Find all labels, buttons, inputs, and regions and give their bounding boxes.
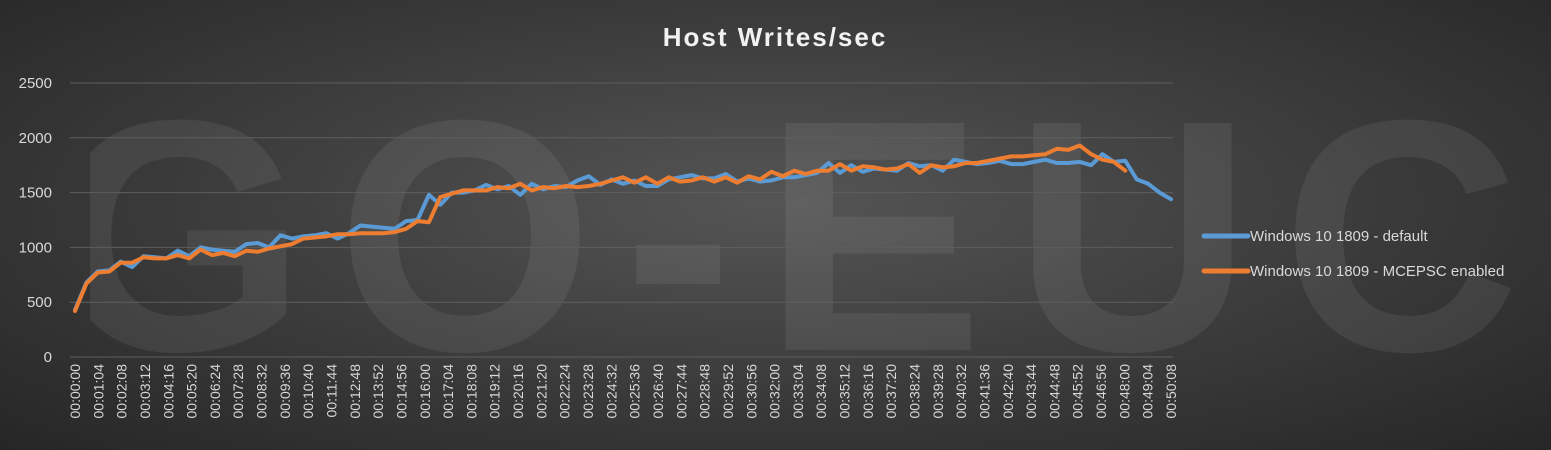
x-tick-label: 00:02:08 [114, 364, 130, 419]
y-tick-label: 2000 [19, 130, 52, 147]
x-tick-label: 00:06:24 [207, 364, 223, 419]
x-tick-label: 00:48:00 [1116, 364, 1132, 419]
x-tick-label: 00:03:12 [137, 364, 153, 419]
x-tick-label: 00:07:28 [230, 364, 246, 419]
y-tick-label: 2500 [19, 75, 52, 92]
x-tick-label: 00:46:56 [1093, 364, 1109, 419]
x-tick-label: 00:21:20 [533, 364, 549, 419]
x-tick-label: 00:49:04 [1140, 364, 1156, 419]
gridlines [70, 82, 1173, 358]
x-tick-label: 00:09:36 [277, 364, 293, 419]
x-tick-label: 00:38:24 [906, 364, 922, 419]
x-tick-label: 00:25:36 [627, 364, 643, 419]
x-tick-label: 00:05:20 [184, 364, 200, 419]
x-tick-label: 00:20:16 [510, 364, 526, 419]
series-line-mcepsc [73, 143, 1128, 313]
x-tick-label: 00:43:44 [1023, 364, 1039, 419]
y-tick-label: 1500 [19, 185, 52, 202]
x-tick-label: 00:16:00 [417, 364, 433, 419]
x-tick-label: 00:29:52 [720, 364, 736, 419]
x-tick-label: 00:36:16 [860, 364, 876, 419]
legend-label: Windows 10 1809 - MCEPSC enabled [1250, 263, 1504, 280]
x-tick-label: 00:13:52 [370, 364, 386, 419]
x-tick-label: 00:44:48 [1046, 364, 1062, 419]
x-tick-label: 00:22:24 [557, 364, 573, 419]
x-tick-label: 00:12:48 [347, 364, 363, 419]
x-tick-label: 00:23:28 [580, 364, 596, 419]
x-axis: 00:00:00 00:01:04 00:02:08 00:03:12 00:04:16… [67, 364, 1179, 419]
chart-title: Host Writes/sec [663, 22, 888, 52]
x-tick-label: 00:30:56 [743, 364, 759, 419]
y-axis: 0 500 1000 1500 2000 2500 [19, 75, 52, 366]
legend-label: Windows 10 1809 - default [1250, 228, 1428, 245]
x-tick-label: 00:42:40 [1000, 364, 1016, 419]
x-tick-label: 00:34:08 [813, 364, 829, 419]
x-tick-label: 00:50:08 [1163, 364, 1179, 419]
x-tick-label: 00:28:48 [697, 364, 713, 419]
x-tick-label: 00:01:04 [90, 364, 106, 419]
x-tick-label: 00:10:40 [300, 364, 316, 419]
series-lines [73, 143, 1173, 313]
x-tick-label: 00:04:16 [160, 364, 176, 419]
x-tick-label: 00:08:32 [254, 364, 270, 419]
x-tick-label: 00:35:12 [837, 364, 853, 419]
x-tick-label: 00:32:00 [767, 364, 783, 419]
x-tick-label: 00:45:52 [1070, 364, 1086, 419]
x-tick-label: 00:11:44 [324, 364, 340, 418]
y-tick-label: 1000 [19, 239, 52, 256]
x-tick-label: 00:17:04 [440, 364, 456, 419]
x-tick-label: 00:37:20 [883, 364, 899, 419]
y-tick-label: 0 [44, 349, 52, 366]
x-tick-label: 00:27:44 [673, 364, 689, 419]
x-tick-label: 00:18:08 [463, 364, 479, 419]
series-line-default [73, 152, 1173, 312]
x-tick-label: 00:26:40 [650, 364, 666, 419]
x-tick-label: 00:39:28 [930, 364, 946, 419]
x-tick-label: 00:41:36 [976, 364, 992, 419]
x-tick-label: 00:19:12 [487, 364, 503, 419]
x-tick-label: 00:14:56 [393, 364, 409, 419]
x-tick-label: 00:40:32 [953, 364, 969, 419]
x-tick-label: 00:24:32 [603, 364, 619, 419]
legend: Windows 10 1809 - default Windows 10 1809… [1201, 228, 1504, 280]
x-tick-label: 00:33:04 [790, 364, 806, 419]
x-tick-label: 00:00:00 [67, 364, 83, 419]
y-tick-label: 500 [27, 294, 52, 311]
